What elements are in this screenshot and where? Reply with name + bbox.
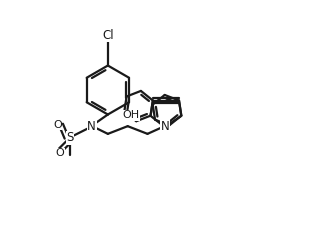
Text: O: O [53, 119, 62, 130]
Text: Cl: Cl [102, 29, 114, 42]
Text: N: N [161, 120, 169, 133]
Text: O: O [55, 148, 64, 158]
Text: S: S [66, 131, 74, 144]
Text: OH: OH [122, 110, 139, 120]
Text: N: N [87, 120, 96, 133]
